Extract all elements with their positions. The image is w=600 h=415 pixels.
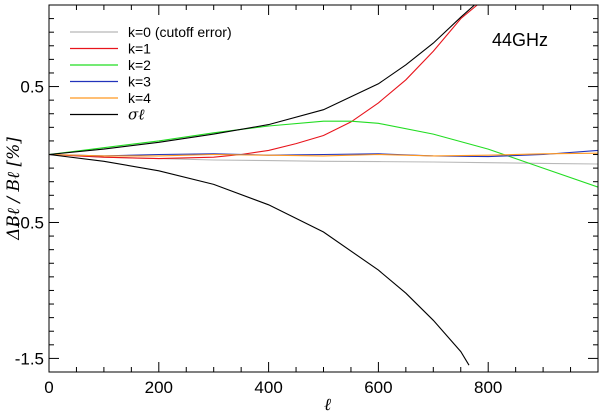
legend-label: k=4 <box>128 90 151 106</box>
y-axis-label: ΔBℓ / Bℓ [%] <box>4 137 24 241</box>
y-tick-label: 0.5 <box>20 78 44 97</box>
legend-label: σℓ <box>128 106 145 124</box>
x-tick-label: 400 <box>254 378 282 397</box>
x-tick-label: 800 <box>474 378 502 397</box>
series-line-4 <box>49 152 598 157</box>
y-tick-label: -1.5 <box>15 349 44 368</box>
legend: k=0 (cutoff error)k=1k=2k=3k=4σℓ <box>70 24 232 124</box>
legend-label: k=2 <box>128 57 151 73</box>
frequency-annotation: 44GHz <box>492 30 548 50</box>
series-line-2 <box>49 120 598 188</box>
series-line-5 <box>49 5 475 156</box>
series-line-3 <box>49 149 598 158</box>
legend-label: k=0 (cutoff error) <box>128 24 232 40</box>
series-line-1 <box>49 5 478 160</box>
axis-ticks: 0 200 400 600 800 -1.5 -0.5 0.5 <box>15 5 598 397</box>
x-tick-label: 200 <box>145 378 173 397</box>
legend-label: k=3 <box>128 74 151 90</box>
x-tick-label: 0 <box>44 378 53 397</box>
legend-label: k=1 <box>128 41 151 57</box>
x-axis-label: ℓ <box>324 395 331 415</box>
series-line-6 <box>49 153 470 366</box>
series-layer <box>49 5 598 366</box>
x-tick-label: 600 <box>364 378 392 397</box>
y-tick-label: -0.5 <box>15 213 44 232</box>
